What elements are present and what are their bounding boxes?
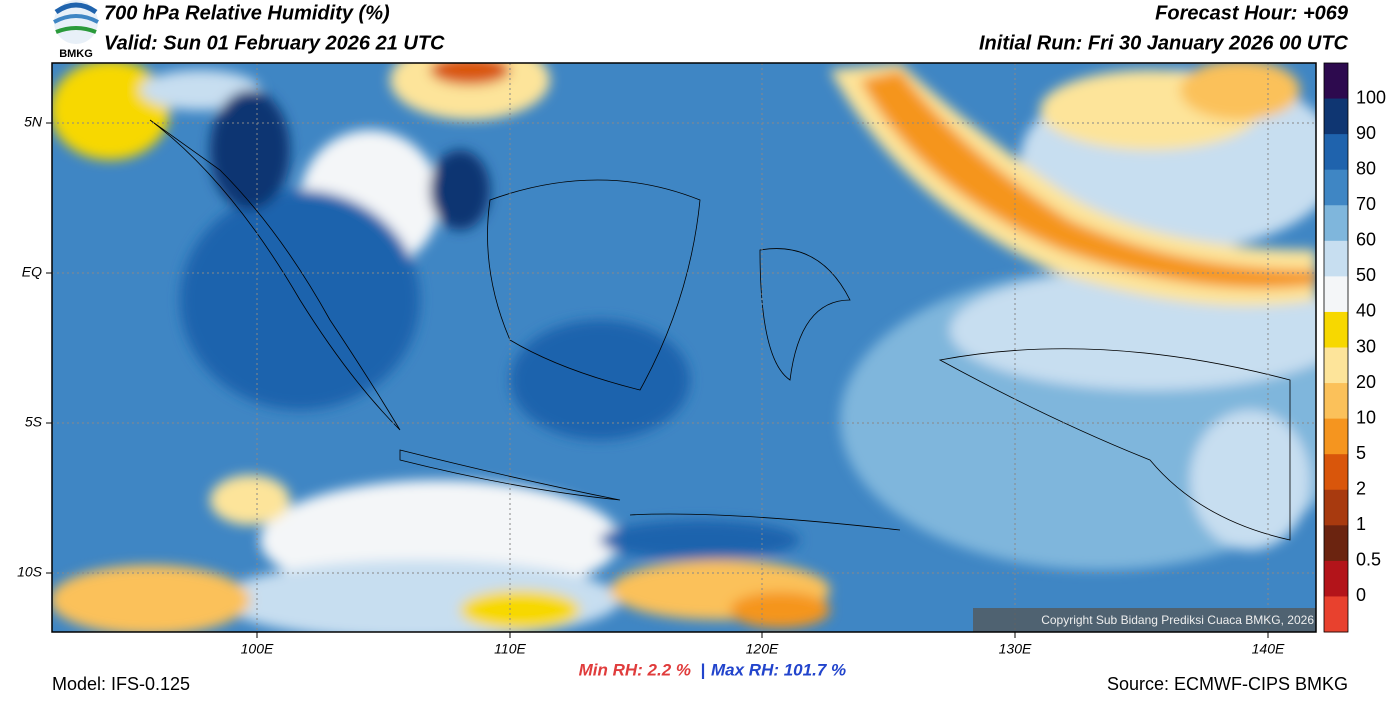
logo: BMKG xyxy=(53,0,99,60)
title: 700 hPa Relative Humidity (%) xyxy=(104,2,390,24)
axis-labels: 5N EQ 5S 10S 100E 110E 120E 130E 140E xyxy=(17,114,1285,657)
colorbar-swatch xyxy=(1324,169,1348,206)
colorbar-label: 1 xyxy=(1356,514,1366,534)
colorbar-label: 40 xyxy=(1356,301,1376,321)
colorbar-label: 10 xyxy=(1356,407,1376,427)
colorbar-label: 100 xyxy=(1356,87,1386,107)
rh-field: Copyright Sub Bidang Prediksi Cuaca BMKG… xyxy=(52,63,1316,632)
lon-label: 110E xyxy=(494,641,526,657)
max-rh: Max RH: 101.7 % xyxy=(711,660,846,679)
colorbar-swatch xyxy=(1324,240,1348,277)
colorbar-label: 60 xyxy=(1356,230,1376,250)
colorbar-frame xyxy=(1323,62,1349,633)
colorbar: 100 90 80 70 60 50 40 30 20 10 5 2 1 0.5 0 xyxy=(1323,62,1386,633)
initial-run: Initial Run: Fri 30 January 2026 00 UTC xyxy=(979,32,1349,54)
copyright: Copyright Sub Bidang Prediksi Cuaca BMKG… xyxy=(1041,613,1314,627)
colorbar-label: 2 xyxy=(1356,479,1366,499)
map-frame xyxy=(51,62,1317,633)
forecast-hour: Forecast Hour: +069 xyxy=(1155,2,1349,24)
colorbar-label: 80 xyxy=(1356,158,1376,178)
lon-label: 130E xyxy=(999,641,1032,657)
colorbar-label: 30 xyxy=(1356,336,1376,356)
colorbar-swatch xyxy=(1324,347,1348,384)
min-rh: Min RH: 2.2 % xyxy=(579,660,691,679)
graticule xyxy=(52,63,1316,632)
colorbar-swatch xyxy=(1324,134,1348,171)
lat-label: EQ xyxy=(22,264,42,280)
colorbar-label: 5 xyxy=(1356,443,1366,463)
logo-text: BMKG xyxy=(59,48,93,60)
lat-label: 10S xyxy=(17,564,43,580)
colorbar-label: 50 xyxy=(1356,265,1376,285)
colorbar-swatch xyxy=(1324,418,1348,455)
colorbar-swatch xyxy=(1324,311,1348,348)
model: Model: IFS-0.125 xyxy=(52,674,190,694)
colorbar-label: 90 xyxy=(1356,123,1376,143)
separator: | xyxy=(701,660,706,679)
colorbar-label: 20 xyxy=(1356,372,1376,392)
colorbar-label: 0.5 xyxy=(1356,550,1381,570)
lon-label: 120E xyxy=(746,641,779,657)
colorbar-swatch xyxy=(1324,383,1348,420)
lon-label: 140E xyxy=(1252,641,1285,657)
colorbar-swatch xyxy=(1324,525,1348,562)
colorbar-swatch xyxy=(1324,596,1348,633)
lat-label: 5S xyxy=(25,414,43,430)
lon-label: 100E xyxy=(241,641,274,657)
colorbar-swatch xyxy=(1324,489,1348,526)
colorbar-swatch xyxy=(1324,63,1348,100)
colorbar-label: 0 xyxy=(1356,585,1366,605)
colorbar-swatch xyxy=(1324,98,1348,135)
source: Source: ECMWF-CIPS BMKG xyxy=(1107,674,1348,694)
colorbar-swatch xyxy=(1324,205,1348,242)
lat-label: 5N xyxy=(24,114,43,130)
colorbar-swatch xyxy=(1324,560,1348,597)
colorbar-label: 70 xyxy=(1356,194,1376,214)
colorbar-swatch xyxy=(1324,276,1348,313)
valid-time: Valid: Sun 01 February 2026 21 UTC xyxy=(104,32,445,54)
colorbar-swatch xyxy=(1324,454,1348,491)
